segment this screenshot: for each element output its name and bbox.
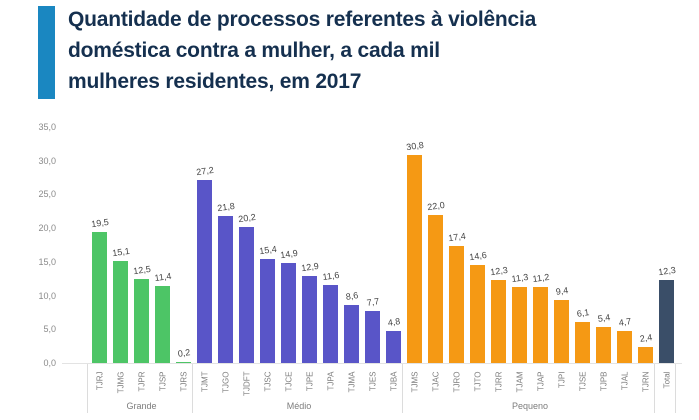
group-separator: [402, 364, 403, 413]
group-separator: [192, 364, 193, 413]
bar-value-label: 17,4: [447, 230, 467, 243]
chart: 0,0 5,0 10,0 15,0 20,0 25,0 30,0 35,0 19,5 TJRJ 15…: [0, 120, 699, 420]
x-axis-line: [62, 363, 682, 364]
group-label-Pequeno: Pequeno: [511, 401, 549, 411]
bar-TJBA: [386, 330, 401, 363]
x-tick-label: TJMT: [200, 371, 209, 392]
x-tick-label: TJES: [368, 371, 377, 392]
bar-value-label: 19,5: [90, 216, 110, 229]
x-tick-label: TJGO: [221, 371, 230, 393]
group-label-Grande: Grande: [126, 401, 157, 411]
bar-Total: [659, 280, 674, 363]
x-tick-label: TJAL: [620, 371, 629, 391]
bar-TJDFT: [239, 226, 254, 363]
bar-TJAC: [428, 214, 443, 363]
y-tick-label: 5,0: [43, 324, 56, 335]
x-tick-label: TJPB: [599, 371, 608, 392]
bar-value-label: 2,4: [639, 331, 653, 344]
group-separator: [87, 364, 88, 413]
bar-value-label: 9,4: [555, 284, 569, 297]
bar-value-label: 0,2: [177, 346, 191, 359]
bar-TJRS: [176, 361, 191, 363]
y-tick-label: 0,0: [43, 358, 56, 368]
page-title: Quantidade de processos referentes à vio…: [68, 4, 668, 97]
y-tick-label: 15,0: [38, 256, 56, 267]
y-tick-label: 25,0: [38, 189, 56, 200]
x-tick-label: TJMS: [410, 371, 419, 393]
y-tick-label: 35,0: [38, 122, 56, 132]
bar-TJPI: [554, 299, 569, 363]
group-separator: [675, 364, 676, 413]
bar-TJAM: [512, 286, 527, 363]
x-tick-label: TJRO: [452, 371, 461, 393]
group-label-Médio: Médio: [286, 401, 312, 411]
bar-TJPB: [596, 326, 611, 363]
bar-TJTO: [470, 264, 485, 363]
bar-value-label: 12,3: [657, 264, 677, 278]
x-tick-label: Total: [662, 371, 671, 389]
bar-TJGO: [218, 216, 233, 363]
bar-TJCE: [281, 262, 296, 363]
bar-TJSE: [575, 321, 590, 363]
page-title-line-1: Quantidade de processos referentes à vio…: [68, 8, 537, 31]
bar-value-label: 30,8: [405, 140, 425, 153]
bar-TJRO: [449, 245, 464, 363]
bar-value-label: 11,6: [321, 269, 341, 282]
x-tick-label: TJAC: [431, 371, 440, 392]
bar-TJRJ: [92, 231, 107, 363]
bar-TJRN: [638, 346, 653, 363]
bar-value-label: 14,6: [468, 249, 488, 262]
bar-TJPA: [323, 284, 338, 363]
bar-TJMA: [344, 305, 359, 363]
bar-TJMG: [113, 261, 128, 363]
bar-TJRR: [491, 280, 506, 363]
bar-value-label: 4,7: [618, 316, 632, 329]
x-tick-label: TJRN: [641, 371, 650, 392]
bar-TJSP: [155, 286, 170, 363]
title-accent-bar: [38, 6, 55, 99]
bar-TJMT: [197, 179, 212, 363]
bar-value-label: 15,1: [111, 246, 131, 259]
bar-value-label: 4,8: [387, 315, 401, 328]
bar-value-label: 11,2: [531, 272, 551, 285]
bar-value-label: 27,2: [195, 164, 215, 177]
page-title-line-3: mulheres residentes, em 2017: [68, 70, 362, 93]
bar-TJAL: [617, 331, 632, 363]
y-tick-label: 20,0: [38, 223, 56, 234]
group-separator: [654, 364, 655, 413]
bar-TJAP: [533, 287, 548, 363]
bar-TJPR: [134, 278, 149, 363]
y-tick-label: 30,0: [38, 155, 56, 166]
bar-TJES: [365, 311, 380, 363]
bar-value-label: 20,2: [237, 211, 257, 224]
bar-value-label: 21,8: [216, 200, 236, 214]
bar-value-label: 22,0: [426, 199, 446, 212]
x-tick-label: TJBA: [389, 371, 398, 392]
bar-TJPE: [302, 276, 317, 363]
y-tick-label: 10,0: [38, 290, 56, 301]
page-title-line-2: doméstica contra a mulher, a cada mil: [68, 39, 440, 62]
bar-TJMS: [407, 155, 422, 363]
bar-TJSC: [260, 259, 275, 363]
